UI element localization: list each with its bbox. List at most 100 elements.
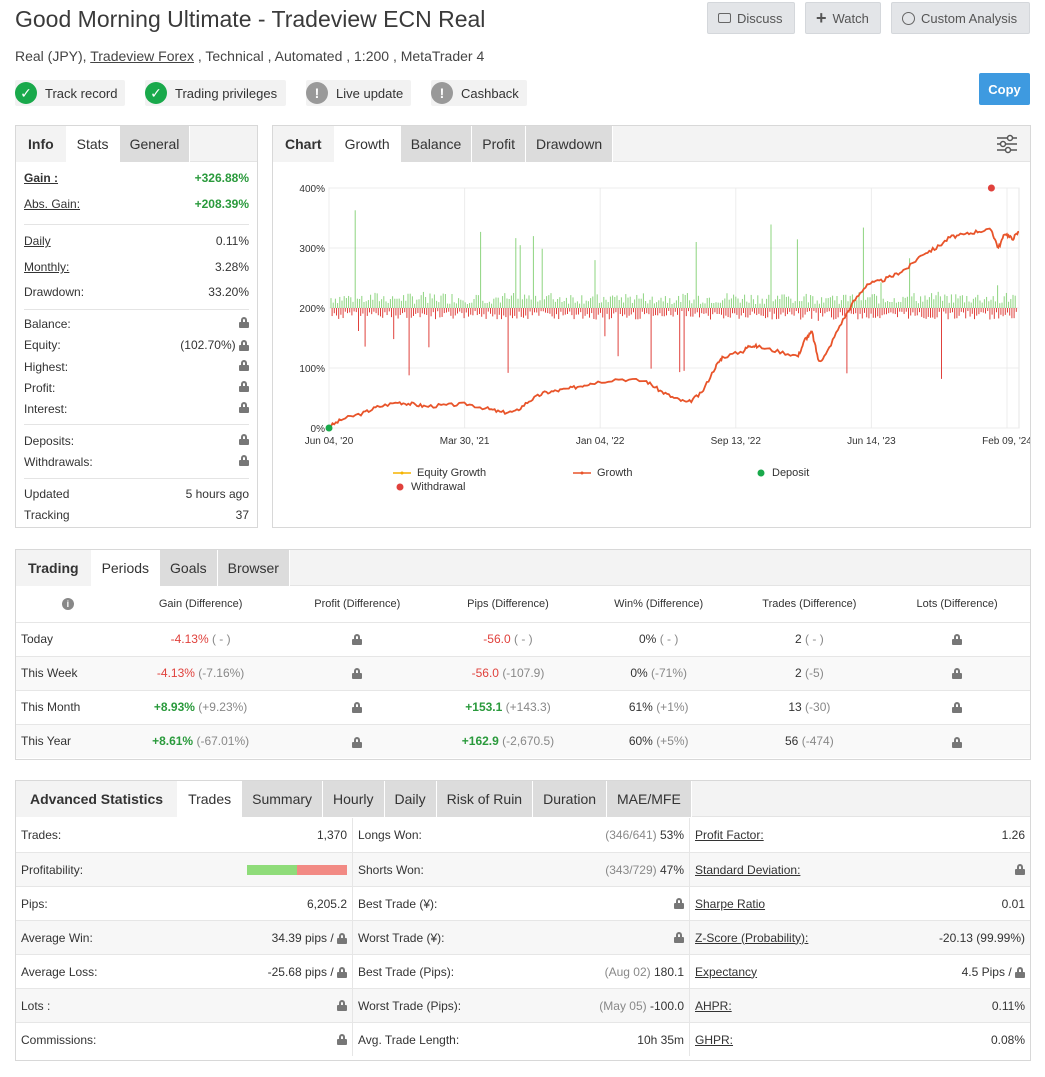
stat-label: Worst Trade (¥): xyxy=(358,930,445,945)
tab-advanced-statistics[interactable]: Advanced Statistics xyxy=(16,781,179,817)
y-tick-label: 100% xyxy=(299,364,325,375)
account-subtitle: Real (JPY), Tradeview Forex , Technical … xyxy=(15,48,484,64)
clock-icon xyxy=(902,11,915,25)
stat-meta: (346/641) xyxy=(605,828,657,842)
plus-icon: + xyxy=(816,8,827,28)
stat-label[interactable]: GHPR: xyxy=(695,1032,734,1047)
stat-meta: (Aug 02) xyxy=(604,964,651,979)
legend-growth[interactable]: Growth xyxy=(573,467,632,479)
lock-icon xyxy=(952,736,963,748)
tab-trading[interactable]: Trading xyxy=(16,550,92,586)
legend-dot-icon xyxy=(396,483,404,491)
stat-daily: Daily 0.11% xyxy=(24,234,249,248)
stat-label[interactable]: Expectancy xyxy=(695,964,758,979)
tab-mae-mfe[interactable]: MAE/MFE xyxy=(607,781,692,817)
tab-browser[interactable]: Browser xyxy=(217,550,290,586)
stat-label[interactable]: Standard Deviation: xyxy=(695,862,801,877)
stat-cell: Pips: 6,205.2 xyxy=(16,887,353,920)
info-tabbar: Info Stats General xyxy=(16,126,257,162)
lots-cell xyxy=(884,689,1030,724)
tab-periods[interactable]: Periods xyxy=(91,550,161,586)
legend-withdrawal[interactable]: Withdrawal xyxy=(395,481,465,493)
discuss-button[interactable]: Discuss xyxy=(707,2,795,34)
trades-cell: 2 ( - ) xyxy=(734,621,885,656)
trades-diff: (-5) xyxy=(805,666,824,680)
stat-cell: Average Win: 34.39 pips / xyxy=(16,921,353,954)
advanced-stats-grid: Trades: 1,370 Longs Won: (346/641) 53% Profi… xyxy=(16,818,1030,1056)
badge-live-update[interactable]: ! Live update xyxy=(306,80,411,106)
custom-analysis-label: Custom Analysis xyxy=(921,10,1018,26)
stat-drawdown: Drawdown: 33.20% xyxy=(24,285,249,299)
tab-general[interactable]: General xyxy=(119,126,191,162)
watch-button[interactable]: + Watch xyxy=(805,2,881,34)
x-tick-label: Jun 14, '23 xyxy=(847,436,896,447)
stat-label[interactable]: Monthly: xyxy=(24,260,70,274)
gain-diff: (-7.16%) xyxy=(198,666,245,680)
stat-meta: (May 05) xyxy=(599,998,647,1013)
chart-settings-icon[interactable] xyxy=(996,134,1018,154)
tab-summary[interactable]: Summary xyxy=(242,781,324,817)
stat-value: 10h 35m xyxy=(637,1032,684,1047)
warning-icon: ! xyxy=(306,82,328,104)
badge-trading-privileges[interactable]: ✓ Trading privileges xyxy=(145,80,286,106)
info-icon[interactable]: i xyxy=(16,587,120,622)
legend-deposit[interactable]: Deposit xyxy=(756,467,809,479)
trades-value: 13 xyxy=(788,700,802,714)
tab-info[interactable]: Info xyxy=(16,126,67,162)
stat-label[interactable]: Gain : xyxy=(24,171,59,185)
stat-label[interactable]: Sharpe Ratio xyxy=(695,896,766,911)
period-label: This Year xyxy=(16,723,120,758)
stat-cell: Worst Trade (Pips): (May 05) -100.0 xyxy=(353,989,690,1022)
tab-duration[interactable]: Duration xyxy=(533,781,608,817)
x-tick-label: Sep 13, '22 xyxy=(711,436,762,447)
stat-cell: Sharpe Ratio 0.01 xyxy=(690,887,1030,920)
stat-label: Tracking xyxy=(24,508,70,522)
stats-row: Commissions: Avg. Trade Length: 10h 35m GH… xyxy=(16,1022,1030,1056)
stat-cell: Expectancy 4.5 Pips / xyxy=(690,955,1030,988)
divider xyxy=(24,309,249,310)
warning-icon: ! xyxy=(431,82,453,104)
stat-label[interactable]: AHPR: xyxy=(695,998,732,1013)
stat-value: 0.01 xyxy=(1001,896,1025,911)
copy-button[interactable]: Copy xyxy=(979,73,1030,105)
badge-track-record[interactable]: ✓ Track record xyxy=(15,80,125,106)
tab-balance[interactable]: Balance xyxy=(400,126,473,162)
stat-label: Lots : xyxy=(21,998,51,1013)
stat-balance: Balance: xyxy=(24,317,249,331)
tab-goals[interactable]: Goals xyxy=(160,550,218,586)
stat-label[interactable]: Abs. Gain: xyxy=(24,197,81,211)
tab-growth[interactable]: Growth xyxy=(334,126,401,162)
tab-risk-of-ruin[interactable]: Risk of Ruin xyxy=(436,781,534,817)
stat-label[interactable]: Profit Factor: xyxy=(695,828,764,842)
tab-chart[interactable]: Chart xyxy=(273,126,335,162)
win-diff: (-71%) xyxy=(651,666,688,680)
pips-diff: (-2,670.5) xyxy=(502,734,555,749)
legend-equity-growth[interactable]: Equity Growth xyxy=(393,467,486,479)
tab-daily[interactable]: Daily xyxy=(384,781,437,817)
tab-trades[interactable]: Trades xyxy=(178,781,243,817)
col-trades: Trades (Difference) xyxy=(762,598,857,611)
table-row: This Week -4.13% (-7.16%) -56.0 (-107.9) 0%… xyxy=(16,655,1030,690)
tab-hourly[interactable]: Hourly xyxy=(323,781,385,817)
stat-label[interactable]: Daily xyxy=(24,234,51,248)
pips-cell: -56.0 ( - ) xyxy=(433,621,583,656)
stat-value: 180.1 xyxy=(653,964,684,979)
growth-chart[interactable]: 0% 100% 200% 300% 400% Jun 04, '20 Mar 30, '21… xyxy=(273,166,1030,456)
trades-diff: (-30) xyxy=(805,700,831,714)
tab-stats[interactable]: Stats xyxy=(66,126,120,162)
custom-analysis-button[interactable]: Custom Analysis xyxy=(891,2,1030,34)
stat-value: 4.5 Pips / xyxy=(961,964,1012,979)
tab-profit[interactable]: Profit xyxy=(472,126,526,162)
stats-row: Profitability: Shorts Won: (343/729) 47% St… xyxy=(16,852,1030,886)
stat-cell: Commissions: xyxy=(16,1023,353,1056)
pips-diff: (+143.3) xyxy=(505,700,551,714)
tab-drawdown[interactable]: Drawdown xyxy=(525,126,614,162)
stat-label[interactable]: Z-Score (Probability): xyxy=(695,930,809,945)
stat-deposits: Deposits: xyxy=(24,434,249,448)
stat-value: 47% xyxy=(659,862,684,877)
stat-label: Best Trade (¥): xyxy=(358,896,438,911)
badge-cashback[interactable]: ! Cashback xyxy=(431,80,527,106)
lock-icon xyxy=(674,932,684,943)
broker-link[interactable]: Tradeview Forex xyxy=(90,48,194,64)
badge-label: Cashback xyxy=(461,85,519,101)
